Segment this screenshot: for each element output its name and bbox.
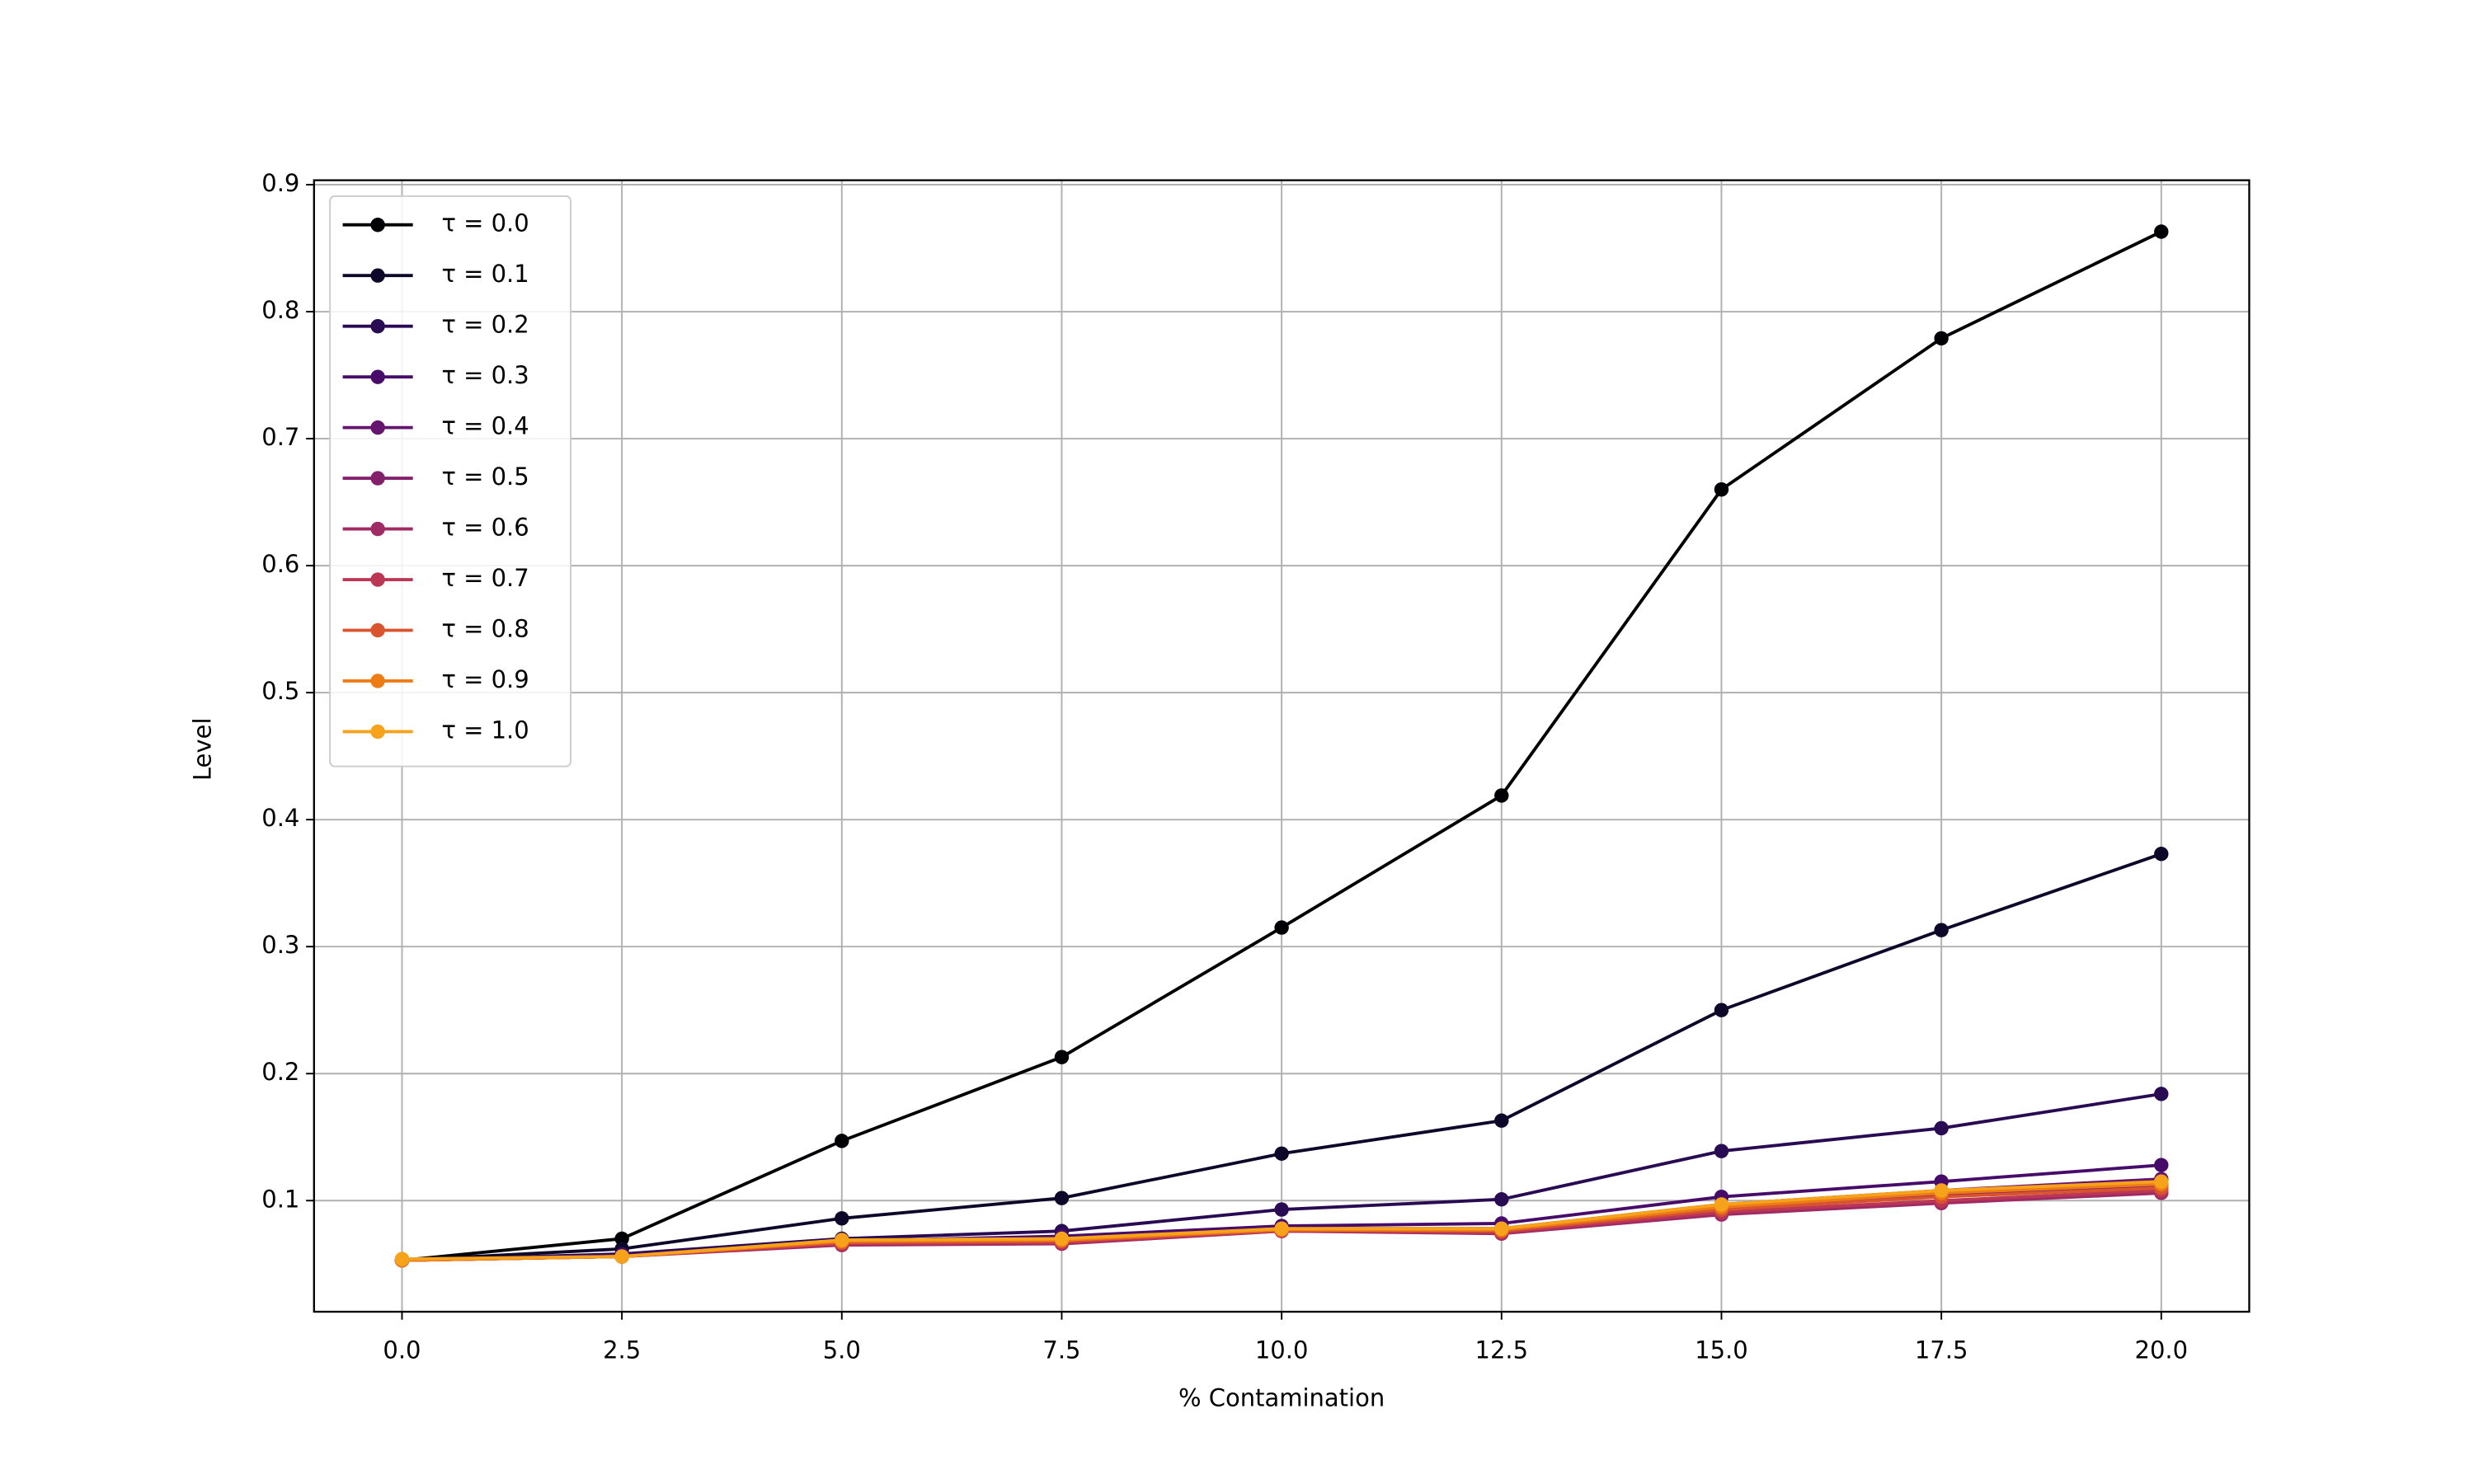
data-point	[394, 1252, 410, 1266]
legend-label: τ = 0.6	[441, 514, 529, 542]
legend-marker	[370, 521, 385, 537]
legend-label: τ = 0.0	[441, 209, 529, 237]
data-point	[2154, 847, 2169, 862]
y-tick-label: 0.4	[261, 804, 299, 832]
data-point	[835, 1134, 849, 1148]
x-tick-label: 20.0	[2135, 1336, 2189, 1364]
data-point	[1934, 1183, 1949, 1198]
legend-label: τ = 0.8	[441, 614, 529, 642]
data-point	[1494, 1192, 1509, 1207]
legend-label: τ = 0.7	[441, 564, 529, 592]
y-tick-label: 0.8	[261, 296, 299, 324]
data-point	[1274, 1146, 1289, 1161]
legend-marker	[370, 471, 385, 486]
x-tick-label: 15.0	[1695, 1336, 1748, 1364]
x-tick-label: 17.5	[1915, 1336, 1968, 1364]
x-axis-label: % Contamination	[1178, 1383, 1385, 1411]
legend-label: τ = 0.9	[441, 665, 529, 693]
legend-label: τ = 0.3	[441, 361, 529, 389]
legend-label: τ = 0.1	[441, 260, 529, 288]
y-tick-label: 0.2	[261, 1058, 299, 1086]
data-point	[2154, 224, 2169, 239]
data-point	[614, 1231, 629, 1247]
data-point	[1714, 1003, 1729, 1017]
data-point	[835, 1233, 849, 1247]
legend-box	[329, 195, 571, 768]
data-point	[1054, 1190, 1070, 1205]
legend-label: τ = 0.2	[441, 311, 529, 339]
data-point	[1054, 1050, 1070, 1064]
legend-label: τ = 0.5	[441, 463, 529, 491]
legend-marker	[370, 318, 385, 334]
legend-marker	[370, 622, 385, 638]
y-tick-label: 0.9	[261, 169, 299, 197]
legend-marker	[370, 674, 385, 688]
legend-marker	[370, 369, 385, 384]
data-point	[1714, 1144, 1729, 1158]
x-tick-label: 0.0	[383, 1336, 421, 1364]
data-point	[1714, 1197, 1729, 1212]
legend-label: τ = 1.0	[441, 716, 529, 744]
data-point	[1494, 1113, 1509, 1128]
data-point	[614, 1249, 629, 1264]
legend-marker	[370, 218, 385, 232]
legend-marker	[370, 724, 385, 740]
data-point	[1714, 481, 1729, 497]
y-axis-label: Level	[188, 717, 216, 781]
data-point	[2154, 1174, 2169, 1189]
x-tick-label: 12.5	[1475, 1336, 1529, 1364]
data-point	[835, 1211, 849, 1226]
x-tick-label: 2.5	[603, 1336, 641, 1364]
data-point	[1494, 1221, 1509, 1236]
legend-label: τ = 0.4	[441, 412, 529, 440]
x-tick-label: 5.0	[823, 1336, 861, 1364]
data-point	[2154, 1158, 2169, 1172]
y-tick-label: 0.1	[261, 1185, 299, 1213]
y-tick-label: 0.6	[261, 550, 299, 578]
data-point	[1274, 1202, 1289, 1217]
data-point	[1494, 788, 1509, 803]
legend-marker	[370, 420, 385, 435]
y-tick-label: 0.5	[261, 677, 299, 705]
x-tick-label: 10.0	[1255, 1336, 1309, 1364]
data-point	[1274, 1221, 1289, 1236]
y-tick-label: 0.3	[261, 931, 299, 959]
data-point	[2154, 1087, 2169, 1101]
data-point	[1934, 923, 1949, 937]
y-tick-label: 0.7	[261, 423, 299, 451]
legend-marker	[370, 572, 385, 587]
plot-frame	[313, 179, 2251, 1313]
data-point	[1054, 1231, 1070, 1247]
data-point	[1274, 920, 1289, 935]
data-point	[1934, 331, 1949, 346]
legend-marker	[370, 268, 385, 283]
data-point	[1934, 1120, 1949, 1136]
x-tick-label: 7.5	[1042, 1336, 1080, 1364]
